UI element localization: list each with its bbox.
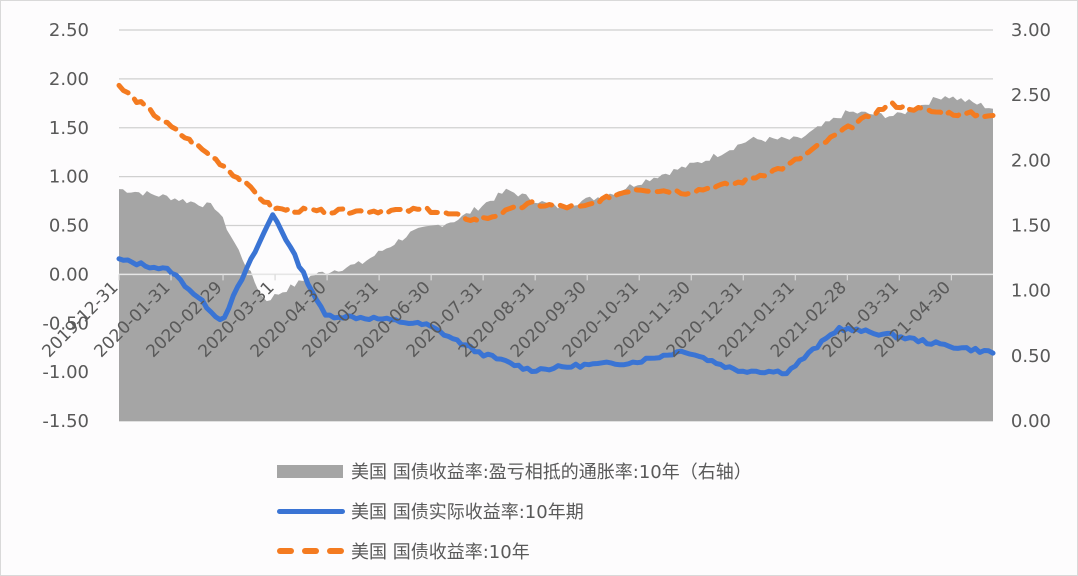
left-y-tick-label: 2.00 — [49, 69, 89, 90]
left-y-axis: 2.50 2.00 1.50 1.00 0.50 0.00 -0.50 -1.00 -1.50 — [42, 20, 89, 432]
left-y-tick-label: 1.50 — [49, 118, 89, 139]
left-y-tick-label: 0.50 — [49, 216, 89, 237]
right-y-axis: 3.00 2.50 2.00 1.50 1.00 0.50 0.00 — [1011, 20, 1051, 432]
legend-label: 美国 国债收益率:10年 — [351, 542, 530, 563]
left-y-tick-label: 0.00 — [49, 264, 89, 285]
breakeven-area — [119, 96, 993, 421]
left-y-tick-label: -1.50 — [42, 411, 89, 432]
right-y-tick-label: 3.00 — [1011, 20, 1051, 41]
right-y-tick-label: 0.50 — [1011, 346, 1051, 367]
breakeven-area-series — [119, 96, 993, 421]
legend-item-real-yield: 美国 国债实际收益率:10年期 — [277, 491, 752, 531]
right-y-tick-label: 2.50 — [1011, 85, 1051, 106]
gray-area-swatch-icon — [277, 461, 345, 481]
legend-item-nominal-yield: 美国 国债收益率:10年 — [277, 531, 752, 571]
left-y-tick-label: -1.00 — [42, 362, 89, 383]
legend: 美国 国债收益率:盈亏相抵的通胀率:10年（右轴） 美国 国债实际收益率:10年… — [277, 451, 752, 571]
legend-item-breakeven: 美国 国债收益率:盈亏相抵的通胀率:10年（右轴） — [277, 451, 752, 491]
right-y-tick-label: 0.00 — [1011, 411, 1051, 432]
left-y-tick-label: -0.50 — [42, 313, 89, 334]
nominal-yield-dashed-line — [116, 82, 996, 225]
right-y-tick-label: 1.50 — [1011, 216, 1051, 237]
real-yield-line — [116, 212, 996, 377]
orange-dashed-swatch-icon — [277, 541, 345, 561]
left-y-tick-label: 2.50 — [49, 20, 89, 41]
line-series — [116, 82, 996, 377]
blue-line-swatch-icon — [277, 501, 345, 521]
legend-label: 美国 国债实际收益率:10年期 — [351, 502, 584, 523]
legend-label: 美国 国债收益率:盈亏相抵的通胀率:10年（右轴） — [351, 462, 752, 483]
right-y-tick-label: 1.00 — [1011, 281, 1051, 302]
chart-plot: 2.502.001.501.000.500.00-0.50-1.00-1.50 … — [39, 20, 1051, 432]
right-y-tick-label: 2.00 — [1011, 150, 1051, 171]
left-y-tick-label: 1.00 — [49, 167, 89, 188]
